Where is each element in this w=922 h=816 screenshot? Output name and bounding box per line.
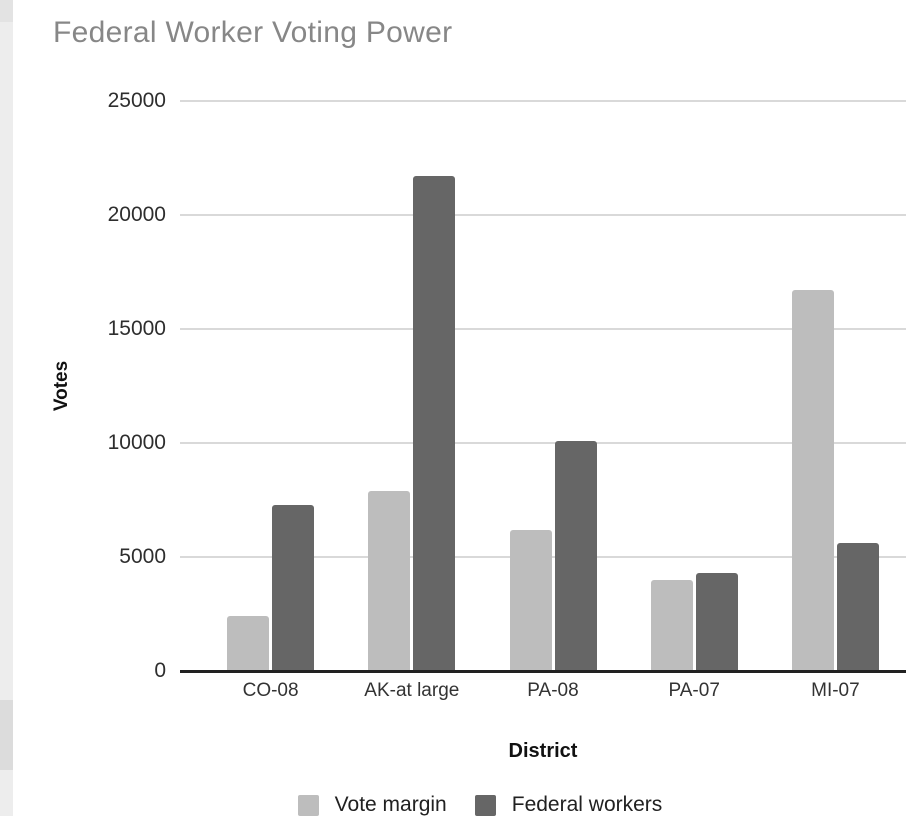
bar-PA-07-federal-workers <box>695 572 738 671</box>
legend-label: Vote margin <box>334 793 447 816</box>
legend-label: Federal workers <box>511 793 663 816</box>
gridline-20000 <box>180 214 906 216</box>
chart-title: Federal Worker Voting Power <box>53 16 453 49</box>
bar-group-PA-07 <box>624 101 765 671</box>
bar-CO-08-vote-margin <box>227 616 270 671</box>
x-axis-title: District <box>508 740 578 762</box>
bar-group-MI-07 <box>765 101 906 671</box>
bar-PA-08-vote-margin <box>509 529 552 671</box>
legend-item-vote-margin: Vote margin <box>297 793 447 816</box>
bar-MI-07-vote-margin <box>791 290 834 671</box>
x-tick-label-CO-08: CO-08 <box>242 680 299 701</box>
legend-swatch-icon <box>474 794 496 816</box>
window-left-edge-top <box>0 0 13 22</box>
x-tick-label-MI-07: MI-07 <box>811 680 860 701</box>
x-tick-label-AK-at large: AK-at large <box>364 680 460 701</box>
gridline-25000 <box>180 100 906 102</box>
gridline-10000 <box>180 442 906 444</box>
scrollbar-thumb[interactable] <box>0 700 13 770</box>
bar-MI-07-federal-workers <box>836 543 879 671</box>
bar-groups <box>180 101 906 671</box>
bar-PA-07-vote-margin <box>650 579 693 671</box>
bar-group-CO-08 <box>200 101 341 671</box>
y-tick-label-15000: 15000 <box>107 317 166 340</box>
chart-legend: Vote margin Federal workers <box>40 793 920 816</box>
y-tick-label-25000: 25000 <box>107 89 166 112</box>
y-tick-label-0: 0 <box>154 659 166 682</box>
y-tick-label-20000: 20000 <box>107 203 166 226</box>
legend-item-federal-workers: Federal workers <box>474 793 663 816</box>
x-tick-label-PA-07: PA-07 <box>668 680 720 701</box>
y-tick-label-10000: 10000 <box>107 431 166 454</box>
legend-swatch-icon <box>297 794 319 816</box>
x-axis-line <box>180 670 906 673</box>
bar-group-AK-at large <box>341 101 482 671</box>
bar-AK-at large-federal-workers <box>413 176 456 671</box>
bar-group-PA-08 <box>482 101 623 671</box>
x-axis-tick-labels: CO-08 AK-at large PA-08 PA-07 MI-07 <box>180 680 906 702</box>
window-left-edge <box>0 0 13 816</box>
y-tick-label-5000: 5000 <box>119 545 166 568</box>
y-axis-tick-labels: 25000 20000 15000 10000 5000 0 <box>0 90 166 682</box>
bar-AK-at large-vote-margin <box>368 490 411 671</box>
x-tick-label-PA-08: PA-08 <box>527 680 579 701</box>
bar-CO-08-federal-workers <box>272 504 315 671</box>
gridline-15000 <box>180 328 906 330</box>
bar-PA-08-federal-workers <box>554 440 597 671</box>
plot-area <box>180 100 906 673</box>
